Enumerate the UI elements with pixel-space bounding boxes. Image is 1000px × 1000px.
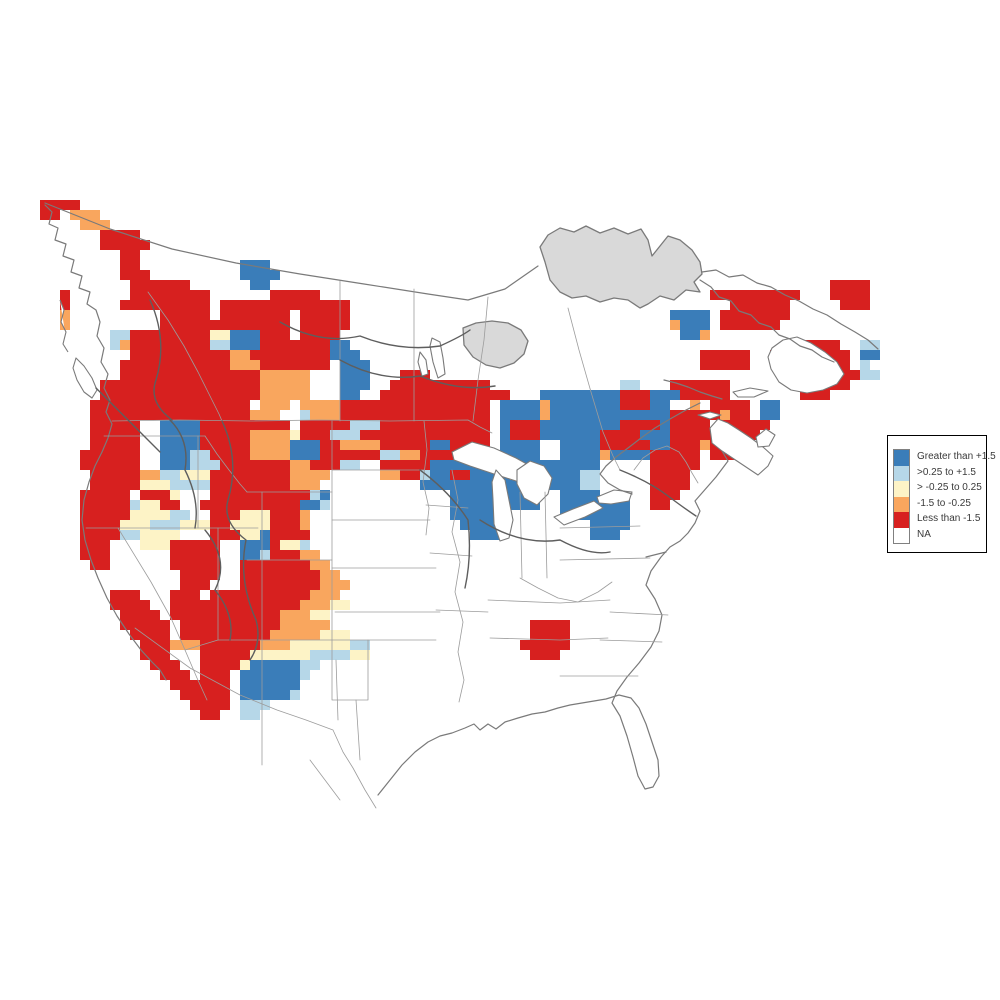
state-line xyxy=(117,527,208,701)
nova-scotia xyxy=(709,418,774,476)
lake-winnipeg xyxy=(429,337,446,379)
no-data-region xyxy=(539,225,703,309)
lake-huron xyxy=(516,460,553,506)
labrador-coast xyxy=(699,279,835,363)
watershed-line xyxy=(95,387,161,453)
state-line xyxy=(487,599,611,604)
pacific-coast xyxy=(44,204,167,681)
legend: Greater than +1.5 >0.25 to +1.5 > -0.25 to… xyxy=(887,435,996,553)
maine-border xyxy=(633,445,699,484)
legend-swatch xyxy=(894,496,909,512)
state-line xyxy=(519,491,523,579)
state-line xyxy=(599,639,663,643)
state-line xyxy=(559,557,651,561)
st-lawrence-north-shore xyxy=(663,379,723,400)
state-line xyxy=(519,577,613,603)
lake-michigan xyxy=(491,469,514,542)
legend-swatch xyxy=(894,465,909,481)
legend-swatch xyxy=(894,512,909,528)
political-boundaries xyxy=(85,280,699,809)
legend-swatch-column xyxy=(893,449,910,544)
mb-on-border xyxy=(472,296,489,422)
anticosti-island xyxy=(732,387,769,398)
watershed-line xyxy=(419,469,471,589)
watershed-line xyxy=(279,321,471,349)
legend-item-label: Greater than +1.5 xyxy=(917,451,996,462)
legend-swatch xyxy=(894,450,909,466)
vancouver-island xyxy=(72,357,98,399)
legend-item-label: >0.25 to +1.5 xyxy=(917,466,976,478)
legend-swatch xyxy=(894,527,909,543)
northeast-clip-edge xyxy=(701,269,879,350)
mexico-state-line xyxy=(309,759,341,801)
legend-swatch xyxy=(894,481,909,497)
state-line xyxy=(435,609,489,613)
haida-gwaii-islands xyxy=(59,299,69,353)
on-qc-border xyxy=(567,307,621,471)
state-line xyxy=(451,469,465,703)
legend-item-label: NA xyxy=(917,528,931,540)
lake-erie xyxy=(553,500,604,526)
watershed-line xyxy=(479,519,611,554)
state-line xyxy=(609,611,669,616)
legend-item-label: -1.5 to -0.25 xyxy=(917,497,971,509)
legend-item-label: Less than -1.5 xyxy=(917,513,981,524)
watershed-line xyxy=(339,359,496,389)
lakes xyxy=(417,337,633,542)
us-canada-border xyxy=(111,419,493,434)
legend-item-label: > -0.25 to 0.25 xyxy=(917,482,982,493)
watershed-line xyxy=(169,419,197,529)
state-line xyxy=(184,639,219,651)
bc-ab-border xyxy=(147,291,223,422)
no-data-region xyxy=(462,320,529,369)
prince-edward-island xyxy=(697,411,722,420)
mexico-state-line xyxy=(335,659,339,721)
st-lawrence-river xyxy=(599,402,701,495)
watershed-boundaries xyxy=(95,299,697,661)
watershed-line xyxy=(149,299,173,421)
us-mexico-border xyxy=(134,627,377,809)
state-line xyxy=(559,525,641,529)
state-line xyxy=(425,504,469,509)
lake-manitoba xyxy=(417,351,429,377)
gulf-east-coast xyxy=(377,435,740,796)
state-line xyxy=(204,435,248,493)
no-data-regions xyxy=(462,225,703,369)
watershed-line xyxy=(204,529,232,641)
legend-body: Greater than +1.5 >0.25 to +1.5 > -0.25 to… xyxy=(893,449,996,544)
state-line xyxy=(422,420,430,536)
legend-label-column: Greater than +1.5 >0.25 to +1.5 > -0.25 to… xyxy=(917,449,996,544)
state-line xyxy=(331,639,369,701)
state-line xyxy=(489,637,609,641)
coastlines xyxy=(44,202,879,796)
newfoundland-island xyxy=(767,336,845,394)
state-line xyxy=(429,552,473,557)
lake-ontario xyxy=(596,489,633,505)
mexico-state-line xyxy=(355,699,361,761)
state-line xyxy=(544,491,548,579)
long-island xyxy=(645,551,667,558)
watershed-line xyxy=(619,469,697,517)
cape-breton-island xyxy=(755,428,776,448)
north-clip-edge xyxy=(44,202,539,301)
watershed-line xyxy=(221,420,259,661)
